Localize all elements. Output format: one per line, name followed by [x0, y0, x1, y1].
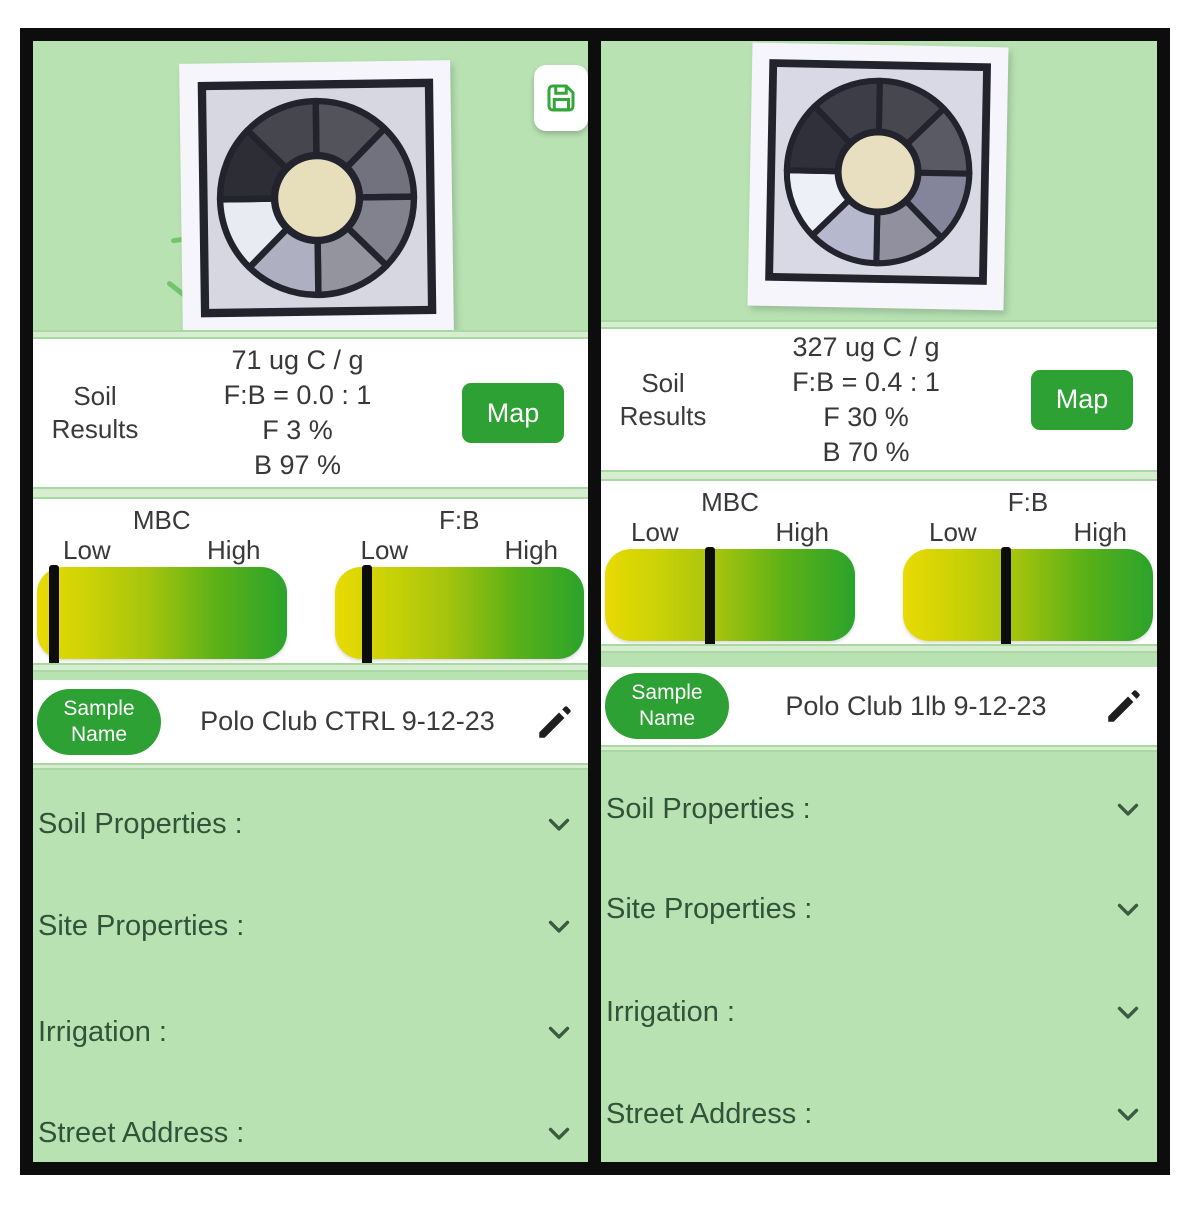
gauge-high-label: High	[504, 535, 558, 565]
gauge-bar	[605, 547, 855, 650]
section-label: Irrigation :	[606, 995, 735, 1028]
soil-test-photo	[747, 42, 1009, 311]
edit-pencil-icon[interactable]	[1103, 685, 1145, 727]
section-site-properties[interactable]: Site Properties :	[601, 886, 1157, 932]
chevron-down-icon[interactable]	[1111, 792, 1145, 826]
color-wheel	[197, 78, 436, 318]
section-street-address[interactable]: Street Address :	[33, 1110, 588, 1156]
map-button[interactable]: Map	[1031, 369, 1133, 430]
result-line-f-pct: F 3 %	[262, 415, 333, 445]
separator-strip	[33, 330, 588, 339]
results-card: Soil Results 71 ug C / g F:B = 0.0 : 1 F…	[33, 339, 588, 487]
section-label: Site Properties :	[38, 909, 245, 942]
section-site-properties[interactable]: Site Properties :	[33, 903, 588, 949]
result-line-b-pct: B 70 %	[822, 436, 910, 467]
floppy-disk-icon	[547, 84, 575, 112]
gauge-title: F:B	[439, 505, 480, 535]
gauge-mbc: MBC Low High	[37, 505, 287, 668]
gauge-marker	[705, 547, 715, 650]
sample-name-badge: Sample Name	[605, 673, 729, 739]
gauge-low-label: Low	[929, 517, 977, 547]
gauge-marker	[49, 565, 60, 668]
results-values: 327 ug C / g F:B = 0.4 : 1 F 30 % B 70 %	[725, 330, 1007, 470]
gauge-mbc: MBC Low High	[605, 487, 855, 650]
separator-strip	[33, 663, 588, 672]
section-irrigation[interactable]: Irrigation :	[601, 989, 1157, 1035]
sample-name-badge-label: Sample Name	[631, 681, 703, 730]
gauge-low-label: Low	[63, 535, 111, 565]
section-soil-properties[interactable]: Soil Properties :	[601, 786, 1157, 832]
sample-name-text: Polo Club CTRL 9-12-23	[200, 706, 495, 736]
gauge-high-label: High	[1073, 517, 1127, 547]
section-soil-properties[interactable]: Soil Properties :	[33, 801, 588, 847]
gauge-low-label: Low	[631, 517, 679, 547]
separator-strip	[601, 470, 1157, 481]
gauge-high-label: High	[207, 535, 261, 565]
results-values: 71 ug C / g F:B = 0.0 : 1 F 3 % B 97 %	[157, 343, 438, 483]
color-wheel	[765, 59, 992, 285]
panel-left: Soil Results 71 ug C / g F:B = 0.0 : 1 F…	[33, 41, 588, 1162]
section-street-address[interactable]: Street Address :	[601, 1091, 1157, 1137]
result-line-fb-ratio: F:B = 0.4 : 1	[792, 366, 940, 397]
sample-name-badge: Sample Name	[37, 688, 161, 755]
gauges-card: MBC Low High F:B Low High	[601, 481, 1157, 650]
separator-strip	[33, 763, 588, 770]
panel-right: Soil Results 327 ug C / g F:B = 0.4 : 1 …	[601, 41, 1157, 1162]
section-label: Street Address :	[606, 1097, 813, 1130]
chevron-down-icon[interactable]	[542, 909, 576, 943]
sample-name-text: Polo Club 1lb 9-12-23	[785, 690, 1047, 721]
soil-test-photo	[179, 60, 454, 334]
separator-strip	[601, 745, 1157, 752]
panel-divider	[588, 41, 601, 1162]
separator-strip	[601, 320, 1157, 329]
result-line-f-pct: F 30 %	[823, 401, 909, 432]
save-button[interactable]	[534, 65, 588, 131]
result-line-fb-ratio: F:B = 0.0 : 1	[223, 380, 372, 410]
gauge-title: F:B	[1007, 487, 1049, 517]
section-label: Soil Properties :	[606, 792, 811, 825]
separator-strip	[33, 487, 588, 499]
gauge-marker	[361, 565, 372, 668]
result-line-b-pct: B 97 %	[253, 450, 342, 480]
results-card: Soil Results 327 ug C / g F:B = 0.4 : 1 …	[601, 329, 1157, 470]
section-irrigation[interactable]: Irrigation :	[33, 1009, 588, 1055]
gauge-high-label: High	[775, 517, 829, 547]
gauge-title: MBC	[701, 487, 759, 517]
gauge-bar	[334, 565, 584, 668]
separator-strip	[601, 644, 1157, 653]
section-label: Soil Properties :	[38, 807, 243, 840]
gauge-bar	[903, 547, 1153, 650]
sample-card: Sample Name Polo Club 1lb 9-12-23	[601, 667, 1157, 745]
map-button[interactable]: Map	[462, 383, 564, 443]
results-label: Soil Results	[51, 381, 139, 444]
section-label: Site Properties :	[606, 892, 813, 925]
app-frame: Soil Results 71 ug C / g F:B = 0.0 : 1 F…	[20, 28, 1170, 1175]
results-label: Soil Results	[619, 367, 707, 431]
gauges-card: MBC Low High F:B Low High	[33, 499, 588, 668]
sample-name-badge-label: Sample Name	[63, 696, 135, 746]
result-line-mbc: 71 ug C / g	[231, 345, 364, 375]
chevron-down-icon[interactable]	[1111, 1097, 1145, 1131]
gauge-marker	[1000, 547, 1011, 650]
chevron-down-icon[interactable]	[542, 807, 576, 841]
result-line-mbc: 327 ug C / g	[792, 331, 940, 362]
section-label: Street Address :	[38, 1116, 245, 1149]
gauge-title: MBC	[132, 505, 191, 535]
edit-pencil-icon[interactable]	[534, 701, 576, 743]
chevron-down-icon[interactable]	[1111, 892, 1145, 926]
chevron-down-icon[interactable]	[542, 1015, 576, 1049]
gauge-fb: F:B Low High	[334, 505, 584, 668]
gauge-fb: F:B Low High	[903, 487, 1153, 650]
chevron-down-icon[interactable]	[1111, 995, 1145, 1029]
gauge-low-label: Low	[360, 535, 409, 565]
sample-card: Sample Name Polo Club CTRL 9-12-23	[33, 680, 588, 763]
chevron-down-icon[interactable]	[542, 1116, 576, 1150]
section-label: Irrigation :	[38, 1015, 167, 1048]
gauge-bar	[37, 565, 287, 668]
